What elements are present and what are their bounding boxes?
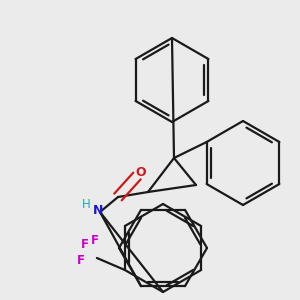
Text: N: N: [93, 205, 103, 218]
Text: O: O: [136, 167, 146, 179]
Text: F: F: [77, 254, 85, 266]
Text: F: F: [81, 238, 89, 250]
Text: F: F: [91, 233, 99, 247]
Text: H: H: [82, 197, 90, 211]
